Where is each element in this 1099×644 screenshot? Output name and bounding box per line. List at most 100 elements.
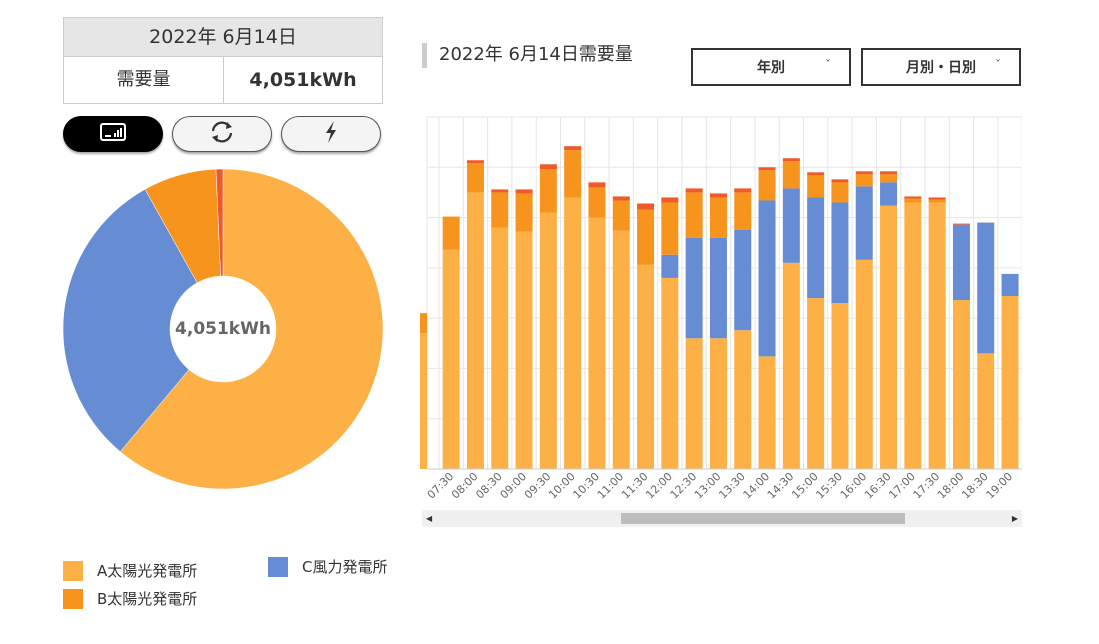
scroll-right-icon[interactable]: ▶ [1011,514,1018,523]
period-select[interactable]: 月別・日別 ˇ [861,48,1021,86]
x-tick-label: 08:30 [473,470,505,502]
x-tick-label: 12:00 [643,470,675,502]
year-select[interactable]: 年別 ˇ [691,48,851,86]
bar-segment [442,249,460,469]
bar-segment [420,333,427,469]
bar-segment [466,163,484,193]
donut-slice [119,168,384,490]
bar-segment [734,188,752,193]
x-tick-label: 17:00 [886,470,918,502]
x-tick-label: 15:00 [789,470,821,502]
x-tick-label: 13:30 [716,470,748,502]
legend-swatch [63,588,83,609]
bar-segment [661,197,679,203]
bar-segment [637,264,655,469]
bar-segment [564,146,582,151]
x-tick-label: 11:30 [619,470,651,502]
bar-segment [515,193,533,232]
bar-segment [709,193,727,198]
chevron-down-icon: ˇ [995,58,1001,72]
x-tick-label: 15:30 [813,470,845,502]
bar-segment [637,203,655,210]
bar-segment [612,200,630,231]
x-tick-label: 09:30 [522,470,554,502]
x-tick-label: 08:00 [449,470,481,502]
x-tick-label: 12:30 [668,470,700,502]
bar-segment [1001,273,1019,297]
scroll-left-icon[interactable]: ◀ [426,514,433,523]
bar-segment [564,197,582,469]
legend-label: B太陽光発電所 [97,590,198,608]
bar-segment [612,230,630,469]
summary-table: 2022年 6月14日 需要量 4,051kWh [63,17,383,104]
bar-segment [442,216,460,250]
bar-segment [661,202,679,255]
bar-segment [515,231,533,469]
bar-segment [661,254,679,278]
summary-date: 2022年 6月14日 [64,18,382,57]
bar-segment [952,300,970,469]
x-tick-label: 17:30 [911,470,943,502]
chart-title: 2022年 6月14日需要量 [422,43,633,68]
x-tick-label: 11:00 [595,470,627,502]
bar-segment [1001,296,1019,469]
bar-segment [880,182,898,206]
bar-segment [904,202,922,469]
scrollbar-thumb[interactable] [621,513,905,524]
x-tick-label: 09:00 [498,470,530,502]
bar-segment [904,196,922,199]
bar-segment [661,277,679,469]
bar-segment [588,217,606,469]
bar-segment [855,171,873,175]
bar-segment [685,188,703,193]
bar-segment [880,171,898,175]
bar-segment [807,175,825,198]
chart-view-button[interactable] [63,116,163,152]
bar-segment [709,338,727,469]
bar-segment [880,205,898,469]
bar-segment [588,187,606,218]
bar-segment [734,192,752,230]
bar-segment [928,199,946,203]
bar-segment [782,158,800,162]
bar-segment [515,189,533,194]
bar-segment [758,170,776,201]
bar-segment [807,298,825,469]
bar-segment [539,164,557,170]
bar-segment [928,202,946,469]
stacked-bar-chart: 07:3008:0008:3009:0009:3010:0010:3011:00… [420,116,1022,502]
x-tick-label: 10:00 [546,470,578,502]
bar-segment [612,196,630,201]
donut-slice [215,168,224,277]
bar-segment [855,259,873,469]
bar-segment [952,224,970,301]
legend-item-a-solar: A太陽光発電所 [63,560,197,581]
bar-segment [758,167,776,171]
refresh-icon [209,120,235,148]
bar-segment [685,237,703,339]
chart-scrollbar[interactable]: ◀ ▶ [422,510,1022,527]
bar-segment [637,209,655,265]
bar-segment [685,338,703,469]
power-icon [321,120,341,148]
bar-segment [855,174,873,187]
bar-segment [758,200,776,357]
bar-segment [466,192,484,469]
bar-segment [564,150,582,198]
bar-segment [491,192,509,228]
bar-segment [734,330,752,469]
x-tick-label: 14:30 [765,470,797,502]
refresh-button[interactable] [172,116,272,152]
bar-segment [758,356,776,469]
summary-label: 需要量 [64,57,224,104]
bar-segment [734,229,752,331]
legend-label: A太陽光発電所 [97,562,198,580]
bar-segment [831,179,849,183]
bar-segment [807,172,825,176]
legend-item-b-solar: B太陽光発電所 [63,588,197,609]
bar-segment [880,174,898,183]
bar-segment [904,198,922,203]
bar-segment [977,222,995,354]
power-button[interactable] [281,116,381,152]
legend-swatch [63,560,83,581]
